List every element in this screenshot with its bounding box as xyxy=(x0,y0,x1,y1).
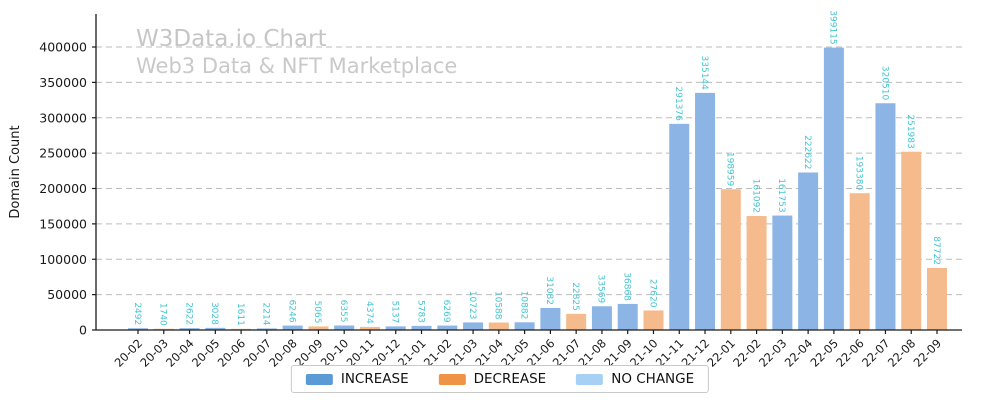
bar-value-label: 399115 xyxy=(828,10,838,44)
bar xyxy=(205,327,226,330)
bar-value-label: 6246 xyxy=(286,300,296,323)
bar xyxy=(179,328,200,330)
y-tick-label: 400000 xyxy=(39,40,87,55)
bar xyxy=(695,92,716,330)
x-tick-label: 22-01 xyxy=(704,336,738,370)
x-tick-label: 20-03 xyxy=(137,336,171,370)
bar-value-label: 10882 xyxy=(518,291,528,320)
bar xyxy=(488,322,509,330)
y-tick-label: 150000 xyxy=(39,216,87,231)
bar-value-label: 6269 xyxy=(441,300,451,323)
bar-value-label: 5065 xyxy=(312,301,322,324)
legend-label-increase: INCREASE xyxy=(340,371,409,387)
bar-value-label: 33569 xyxy=(596,275,606,304)
bar-value-label: 31082 xyxy=(544,276,554,305)
bar-value-label: 10588 xyxy=(493,291,503,320)
bar-value-label: 10723 xyxy=(467,291,477,320)
bar xyxy=(643,310,664,330)
legend: INCREASE DECREASE NO CHANGE xyxy=(290,365,710,393)
y-tick-label: 200000 xyxy=(39,181,87,196)
x-tick-label: 20-05 xyxy=(189,336,223,370)
x-tick-label: 22-02 xyxy=(730,336,764,370)
bar-value-label: 22825 xyxy=(570,282,580,311)
bar xyxy=(849,193,870,330)
bar-value-label: 5137 xyxy=(390,300,400,323)
bar-value-label: 291376 xyxy=(673,86,683,121)
bar xyxy=(720,189,741,330)
bar-value-label: 1611 xyxy=(235,303,245,326)
y-tick-label: 350000 xyxy=(39,75,87,90)
bar-value-label: 6355 xyxy=(338,300,348,323)
legend-label-decrease: DECREASE xyxy=(473,371,547,387)
x-tick-label: 20-07 xyxy=(240,336,274,370)
bar-value-label: 193380 xyxy=(853,156,863,191)
x-tick-label: 20-02 xyxy=(112,336,146,370)
bar xyxy=(308,326,329,330)
bar-value-label: 161092 xyxy=(750,179,760,213)
increase-swatch-icon xyxy=(305,373,333,385)
bar-value-label: 2622 xyxy=(183,302,193,325)
bar xyxy=(282,325,303,330)
no-change-swatch-icon xyxy=(576,373,604,385)
bar-value-label: 5783 xyxy=(415,300,425,323)
bar xyxy=(772,215,793,330)
bar xyxy=(437,325,458,330)
bar xyxy=(798,172,819,330)
bar xyxy=(411,325,432,330)
y-tick-label: 0 xyxy=(79,323,87,338)
bar-value-label: 1740 xyxy=(158,303,168,326)
x-tick-label: 22-03 xyxy=(756,336,790,370)
bar xyxy=(334,325,355,330)
bar-value-label: 36868 xyxy=(622,272,632,301)
y-axis-title: Domain Count xyxy=(8,125,23,218)
bar xyxy=(875,103,896,331)
bar xyxy=(463,322,484,330)
bar-value-label: 251983 xyxy=(905,114,915,148)
bar-value-label: 161753 xyxy=(776,178,786,212)
bar-value-label: 27620 xyxy=(647,279,657,308)
legend-item-decrease: DECREASE xyxy=(438,371,547,387)
bar xyxy=(359,326,380,330)
bar xyxy=(617,303,638,330)
y-tick-label: 250000 xyxy=(39,146,87,161)
bar-value-label: 87722 xyxy=(931,236,941,265)
x-tick-label: 20-04 xyxy=(163,336,197,370)
bar xyxy=(256,328,277,330)
y-tick-label: 50000 xyxy=(47,287,87,302)
bar-value-label: 3028 xyxy=(209,302,219,325)
bar xyxy=(128,328,148,330)
x-tick-label: 22-07 xyxy=(859,336,893,370)
bar xyxy=(669,123,690,331)
bar xyxy=(901,151,922,330)
x-tick-label: 22-05 xyxy=(807,336,841,370)
y-tick-label: 300000 xyxy=(39,110,87,125)
legend-label-no-change: NO CHANGE xyxy=(611,371,695,387)
x-tick-label: 22-06 xyxy=(833,336,867,370)
bar xyxy=(540,308,561,330)
bar xyxy=(823,47,844,331)
bar-value-label: 335144 xyxy=(699,56,709,91)
bar xyxy=(746,216,767,330)
bar-value-label: 320510 xyxy=(879,66,889,101)
legend-item-no-change: NO CHANGE xyxy=(576,371,694,387)
legend-item-increase: INCREASE xyxy=(305,371,409,387)
bar-value-label: 4374 xyxy=(364,301,374,324)
bar-value-label: 2214 xyxy=(261,303,271,326)
bar xyxy=(514,322,535,330)
bar xyxy=(591,306,612,330)
x-tick-label: 22-04 xyxy=(782,336,816,370)
bar-value-label: 198959 xyxy=(725,152,735,187)
x-tick-label: 22-08 xyxy=(885,336,919,370)
bar xyxy=(927,267,947,330)
y-tick-label: 100000 xyxy=(39,252,87,267)
bar-value-label: 2492 xyxy=(132,302,142,325)
x-tick-label: 22-09 xyxy=(911,336,945,370)
decrease-swatch-icon xyxy=(438,373,466,385)
x-tick-label: 20-06 xyxy=(215,336,249,370)
bar xyxy=(385,326,406,330)
bar-value-label: 222622 xyxy=(802,135,812,169)
bar xyxy=(566,313,587,330)
